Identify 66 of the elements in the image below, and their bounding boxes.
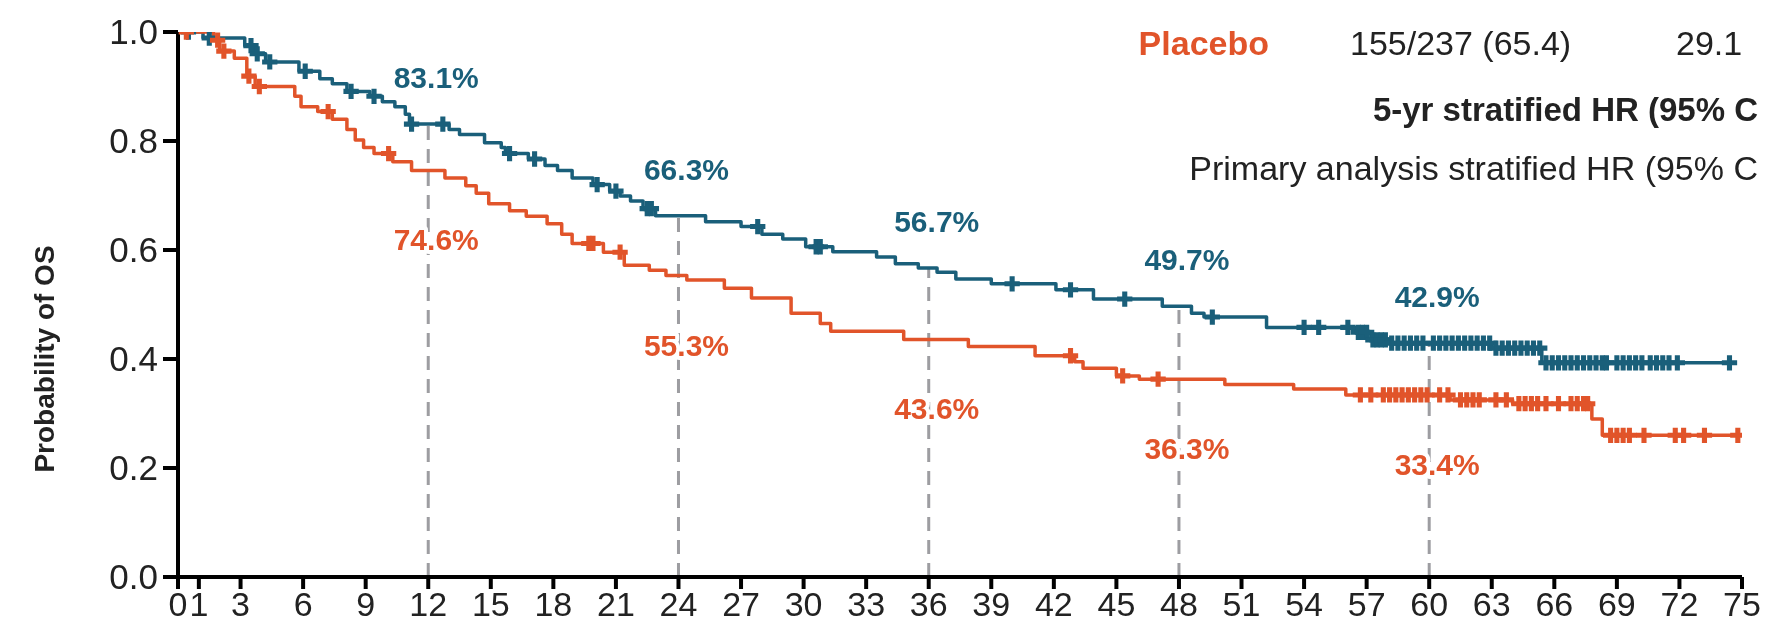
x-tick-label: 75	[1723, 585, 1761, 624]
y-tick-label: 1.0	[109, 12, 158, 52]
x-tick-label: 45	[1097, 585, 1136, 624]
annotation: 74.6%	[393, 223, 479, 257]
point	[216, 43, 232, 59]
x-tick-label: 57	[1347, 585, 1386, 624]
point	[1440, 387, 1456, 403]
annotation: 29.1	[1676, 24, 1743, 62]
annotation: 49.7%	[1144, 243, 1230, 277]
y-tick-label: 0.8	[109, 121, 158, 161]
point	[241, 68, 257, 84]
annotation: 5-yr stratified HR (95% C	[1372, 91, 1758, 128]
x-tick-label: 33	[847, 585, 886, 624]
point	[1696, 427, 1713, 443]
annotation: 43.6%	[894, 392, 980, 426]
annotation: 36.3%	[1144, 432, 1230, 466]
x-tick-label: 51	[1222, 585, 1261, 624]
x-tick-label: 9	[356, 585, 376, 624]
x-tick-label: 3	[231, 585, 251, 624]
x-tick-label: 1	[189, 585, 209, 624]
y-axis-title: Probability of OS	[29, 245, 60, 473]
annotation: 55.3%	[643, 328, 730, 362]
x-tick-label: 18	[534, 585, 573, 624]
x-tick-label: 72	[1660, 585, 1699, 624]
y-tick-label: 0.0	[109, 557, 158, 597]
point	[1538, 396, 1554, 412]
point	[612, 244, 628, 260]
x-tick-label: 21	[597, 585, 635, 624]
point	[1580, 396, 1596, 412]
text: Placebo	[1138, 24, 1269, 62]
point	[1636, 427, 1652, 443]
x-tick-label: 15	[471, 585, 510, 624]
annotation: 42.9%	[1394, 280, 1480, 314]
x-tick-label: 27	[722, 585, 760, 624]
x-tick-label: 0	[168, 585, 188, 624]
point	[1498, 392, 1515, 408]
y-tick-label: 0.2	[109, 448, 158, 488]
point	[380, 145, 397, 162]
point	[320, 103, 336, 120]
point	[1115, 368, 1131, 384]
point	[1150, 371, 1166, 387]
x-tick-label: 54	[1285, 585, 1323, 624]
x-tick-label: 66	[1535, 585, 1574, 624]
x-tick-label: 6	[293, 585, 313, 624]
x-tick-label: 48	[1160, 585, 1198, 624]
point	[1675, 427, 1692, 443]
x-tick-label: 39	[972, 585, 1011, 624]
point	[251, 78, 267, 95]
x-tick-label: 24	[659, 585, 698, 624]
point	[209, 32, 226, 48]
annotation: 33.4%	[1394, 447, 1480, 481]
x-tick-label: 69	[1597, 585, 1636, 624]
x-tick-label: 60	[1410, 585, 1449, 624]
x-tick-label: 63	[1472, 585, 1511, 624]
annotation: 155/237 (65.4)	[1350, 24, 1572, 62]
x-tick-label: 42	[1034, 585, 1073, 624]
y-tick-label: 0.4	[109, 339, 158, 379]
annotation: 83.1%	[393, 61, 479, 95]
point	[1062, 348, 1079, 364]
y-tick-label: 0.6	[109, 230, 158, 270]
x-tick-label: 36	[909, 585, 948, 624]
annotation: Primary analysis stratified HR (95% C	[1189, 149, 1758, 187]
annotation: 66.3%	[643, 152, 730, 186]
x-tick-label: 30	[784, 585, 823, 624]
annotation: 56.7%	[894, 204, 980, 238]
x-tick-label: 12	[409, 585, 448, 624]
